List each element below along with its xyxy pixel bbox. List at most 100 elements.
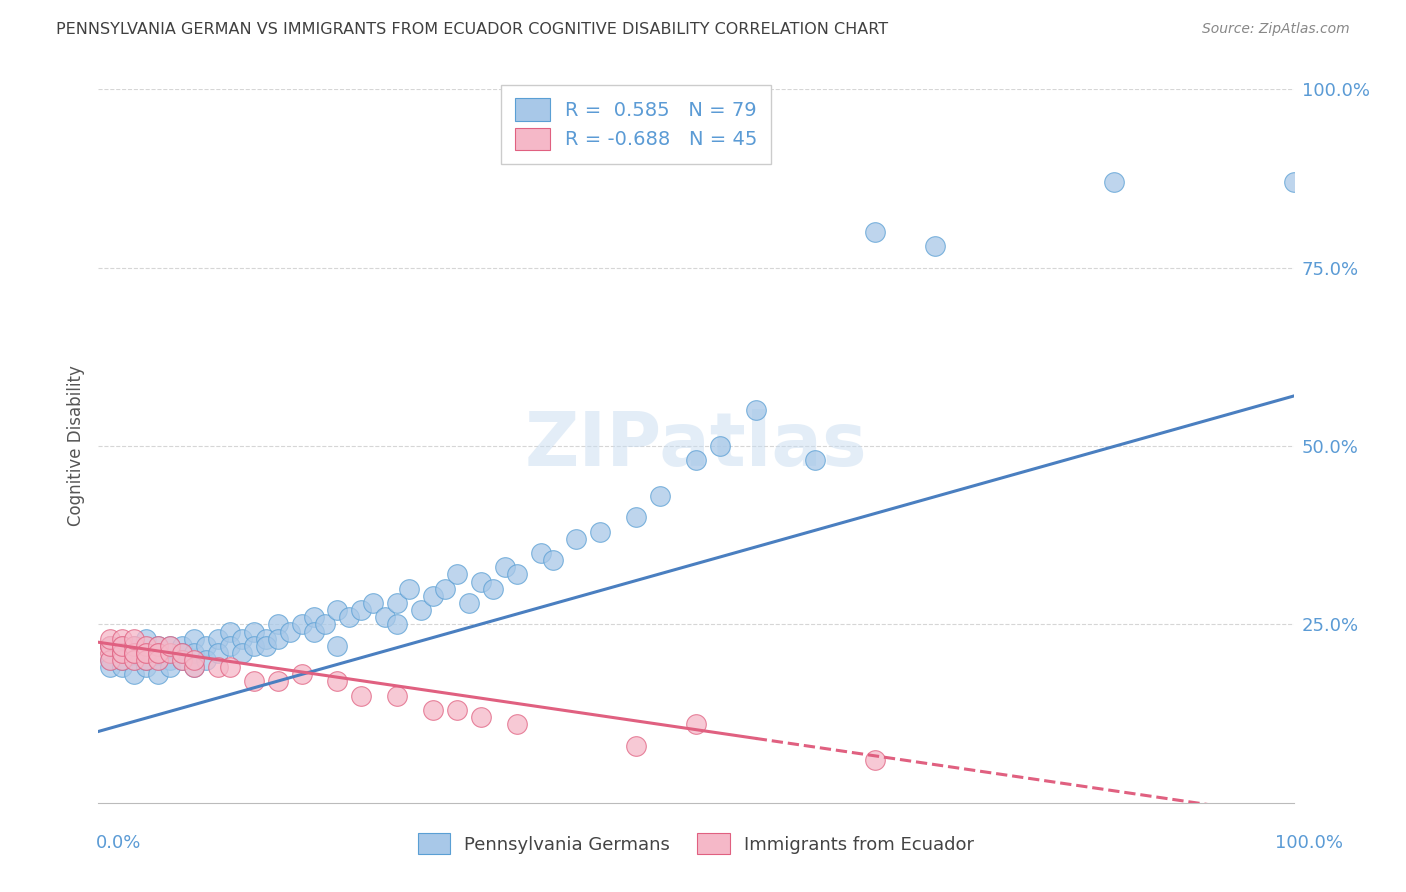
Point	[135, 653, 157, 667]
Point	[195, 639, 218, 653]
Point	[326, 674, 349, 689]
Point	[111, 639, 134, 653]
Point	[111, 653, 134, 667]
Point	[159, 660, 181, 674]
Point	[924, 239, 946, 253]
Point	[98, 639, 122, 653]
Point	[183, 660, 205, 674]
Point	[385, 689, 409, 703]
Point	[135, 660, 157, 674]
Point	[709, 439, 731, 453]
Point	[148, 653, 170, 667]
Point	[183, 646, 205, 660]
Point	[745, 403, 768, 417]
Point	[183, 632, 205, 646]
Point	[626, 739, 648, 753]
Point	[385, 617, 409, 632]
Point	[98, 660, 122, 674]
Point	[172, 653, 194, 667]
Point	[98, 639, 122, 653]
Point	[148, 646, 170, 660]
Point	[172, 646, 194, 660]
Point	[302, 610, 325, 624]
Point	[470, 574, 492, 589]
Point	[243, 639, 266, 653]
Point	[148, 639, 170, 653]
Point	[243, 624, 266, 639]
Point	[159, 639, 181, 653]
Point	[434, 582, 457, 596]
Point	[470, 710, 492, 724]
Point	[326, 639, 349, 653]
Point	[865, 753, 887, 767]
Point	[219, 639, 242, 653]
Point	[422, 703, 444, 717]
Point	[350, 689, 373, 703]
Point	[865, 225, 887, 239]
Point	[207, 632, 229, 646]
Point	[111, 632, 134, 646]
Point	[219, 660, 242, 674]
Point	[98, 653, 122, 667]
Text: 0.0%: 0.0%	[96, 834, 141, 852]
Point	[506, 717, 529, 731]
Point	[135, 646, 157, 660]
Point	[385, 596, 409, 610]
Point	[195, 653, 218, 667]
Point	[648, 489, 672, 503]
Point	[267, 632, 290, 646]
Point	[124, 667, 146, 681]
Point	[172, 639, 194, 653]
Point	[804, 453, 827, 467]
Point	[267, 617, 290, 632]
Point	[159, 646, 181, 660]
Point	[422, 589, 444, 603]
Point	[685, 717, 707, 731]
Text: 100.0%: 100.0%	[1275, 834, 1343, 852]
Point	[124, 639, 146, 653]
Point	[291, 667, 314, 681]
Point	[231, 646, 253, 660]
Point	[124, 646, 146, 660]
Point	[254, 632, 277, 646]
Point	[135, 632, 157, 646]
Point	[494, 560, 516, 574]
Point	[148, 667, 170, 681]
Point	[111, 639, 134, 653]
Y-axis label: Cognitive Disability: Cognitive Disability	[66, 366, 84, 526]
Point	[411, 603, 433, 617]
Point	[254, 639, 277, 653]
Point	[111, 646, 134, 660]
Point	[243, 674, 266, 689]
Text: PENNSYLVANIA GERMAN VS IMMIGRANTS FROM ECUADOR COGNITIVE DISABILITY CORRELATION : PENNSYLVANIA GERMAN VS IMMIGRANTS FROM E…	[56, 22, 889, 37]
Point	[278, 624, 301, 639]
Point	[339, 610, 361, 624]
Point	[207, 660, 229, 674]
Text: ZIPatlas: ZIPatlas	[524, 409, 868, 483]
Point	[124, 646, 146, 660]
Point	[363, 596, 385, 610]
Point	[685, 453, 707, 467]
Legend: Pennsylvania Germans, Immigrants from Ecuador: Pennsylvania Germans, Immigrants from Ec…	[406, 822, 986, 865]
Point	[159, 653, 181, 667]
Text: Source: ZipAtlas.com: Source: ZipAtlas.com	[1202, 22, 1350, 37]
Point	[267, 674, 290, 689]
Point	[565, 532, 588, 546]
Point	[350, 603, 373, 617]
Point	[148, 639, 170, 653]
Point	[135, 646, 157, 660]
Point	[481, 582, 505, 596]
Point	[98, 639, 122, 653]
Point	[124, 653, 146, 667]
Point	[446, 567, 468, 582]
Point	[183, 653, 205, 667]
Point	[124, 653, 146, 667]
Point	[1282, 175, 1305, 189]
Point	[231, 632, 253, 646]
Point	[98, 632, 122, 646]
Point	[111, 646, 134, 660]
Point	[530, 546, 553, 560]
Point	[111, 646, 134, 660]
Point	[111, 639, 134, 653]
Point	[183, 660, 205, 674]
